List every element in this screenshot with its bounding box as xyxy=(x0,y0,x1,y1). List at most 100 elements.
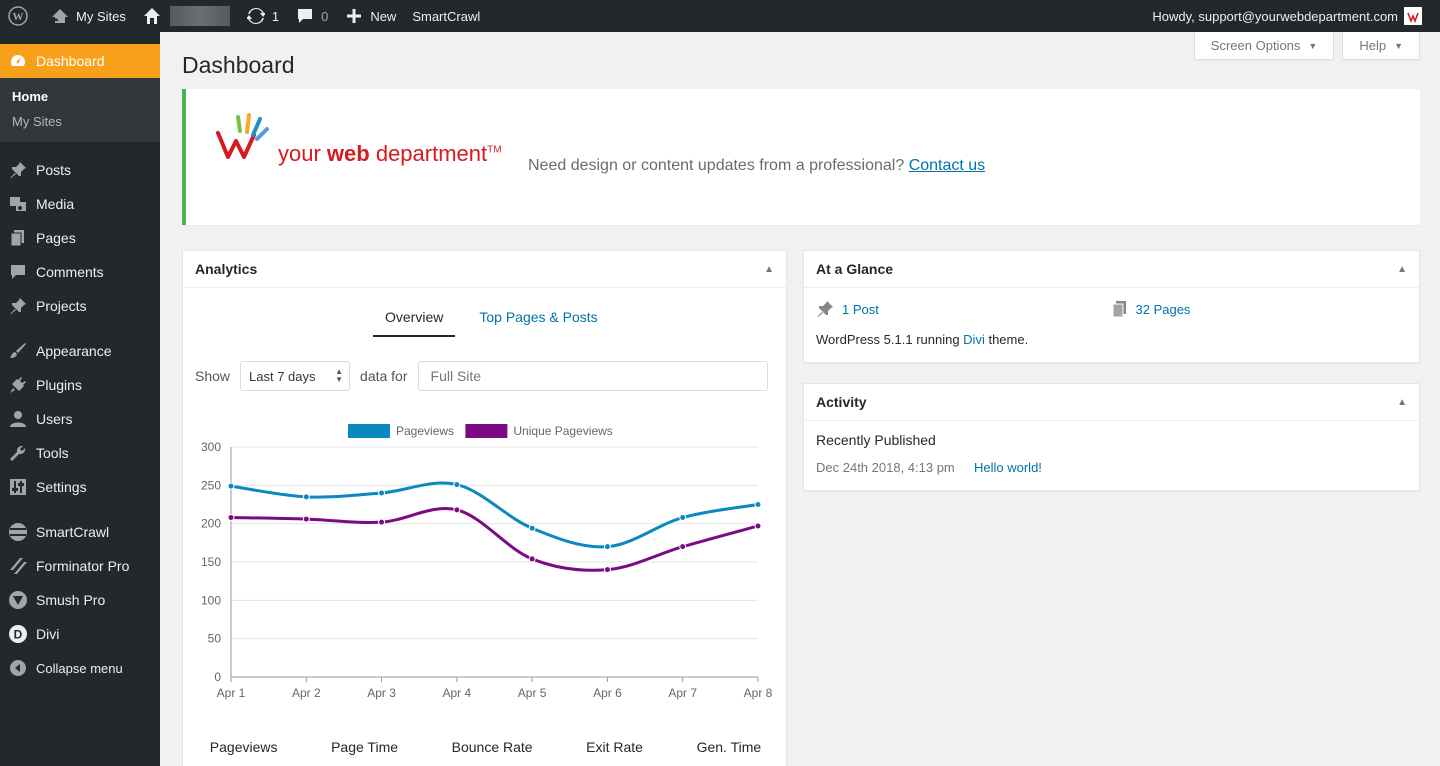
comments-button[interactable]: 0 xyxy=(287,0,336,32)
sidebar-item-smartcrawl[interactable]: SmartCrawl xyxy=(0,515,160,549)
y-tick-label: 150 xyxy=(201,555,221,569)
my-sites-menu[interactable]: My Sites xyxy=(42,0,134,32)
sidebar-item-label: SmartCrawl xyxy=(36,524,110,540)
metric-page-time[interactable]: Page Time xyxy=(331,739,399,755)
smartcrawl-adminbar-link[interactable]: SmartCrawl xyxy=(404,0,488,32)
site-filter-input[interactable]: Full Site xyxy=(417,361,768,391)
x-tick-label: Apr 7 xyxy=(668,686,697,700)
sidebar-item-divi[interactable]: D Divi xyxy=(0,617,160,651)
account-menu[interactable]: Howdy, support@yourwebdepartment.com xyxy=(1144,0,1430,32)
post-link[interactable]: Hello world! xyxy=(974,460,1042,475)
posts-count-link[interactable]: 1 Post xyxy=(842,301,879,317)
dashboard-icon xyxy=(8,51,28,71)
pin-icon xyxy=(8,296,28,316)
sidebar-item-plugins[interactable]: Plugins xyxy=(0,368,160,402)
submenu-item-home[interactable]: Home xyxy=(12,89,49,104)
site-filter-placeholder: Full Site xyxy=(430,368,482,384)
sidebar-item-label: Pages xyxy=(36,230,76,246)
recently-published-heading: Recently Published xyxy=(816,432,936,448)
data-point xyxy=(679,514,687,522)
collapse-arrow-icon[interactable]: ▲ xyxy=(1397,396,1407,408)
analytics-filter: Show Last 7 days ▲ ▼ data for Full Site xyxy=(195,361,768,391)
updates-button[interactable]: 1 xyxy=(238,0,287,32)
logo-text-prefix: your xyxy=(278,141,327,166)
collapse-arrow-icon[interactable]: ▲ xyxy=(1397,263,1407,275)
sidebar-item-smush-pro[interactable]: Smush Pro xyxy=(0,583,160,617)
widget-header[interactable]: At a Glance ▲ xyxy=(804,251,1419,288)
logo-text-suffix: department xyxy=(369,141,488,166)
series-line xyxy=(230,481,759,549)
widget-header[interactable]: Activity ▲ xyxy=(804,384,1419,421)
sidebar-item-label: Tools xyxy=(36,445,69,461)
glance-pages: 32 Pages xyxy=(1112,300,1408,318)
x-tick-label: Apr 3 xyxy=(367,686,396,700)
new-label: New xyxy=(370,8,397,24)
menu-separator xyxy=(0,142,160,153)
admin-sidebar: Dashboard Home My Sites Posts Media Page… xyxy=(0,32,160,766)
tab-top-pages-posts[interactable]: Top Pages & Posts xyxy=(479,309,598,325)
metric-bounce-rate[interactable]: Bounce Rate xyxy=(451,739,533,755)
sidebar-item-posts[interactable]: Posts xyxy=(0,153,160,187)
site-name-menu[interactable] xyxy=(134,0,238,32)
x-tick-label: Apr 8 xyxy=(744,686,773,700)
collapse-menu-button[interactable]: Collapse menu xyxy=(0,651,160,685)
metric-pageviews[interactable]: Pageviews xyxy=(209,739,278,755)
logo-text: your web departmentTM xyxy=(278,141,502,167)
date-range-select[interactable]: Last 7 days ▲ ▼ xyxy=(240,361,351,391)
sidebar-item-pages[interactable]: Pages xyxy=(0,221,160,255)
sidebar-item-label: Settings xyxy=(36,479,87,495)
plug-icon xyxy=(8,375,28,395)
screen-meta-links: Screen Options ▼ Help ▼ xyxy=(1193,32,1420,60)
y-tick-label: 100 xyxy=(201,593,221,607)
sidebar-item-users[interactable]: Users xyxy=(0,402,160,436)
main-content: Screen Options ▼ Help ▼ Dashboard your w… xyxy=(160,32,1440,766)
y-tick-label: 300 xyxy=(201,440,221,454)
sidebar-item-label: Dashboard xyxy=(36,53,105,69)
media-icon xyxy=(8,194,28,214)
x-tick-label: Apr 5 xyxy=(518,686,547,700)
data-point xyxy=(754,501,762,508)
wordpress-version-line: WordPress 5.1.1 running Divi theme. xyxy=(804,318,1419,347)
pages-count-link[interactable]: 32 Pages xyxy=(1135,301,1191,317)
sidebar-item-label: Comments xyxy=(36,264,104,280)
submenu-item-my-sites[interactable]: My Sites xyxy=(12,114,62,129)
collapse-arrow-icon[interactable]: ▲ xyxy=(764,263,774,275)
sidebar-item-comments[interactable]: Comments xyxy=(0,255,160,289)
data-point xyxy=(378,489,386,497)
new-content-button[interactable]: New xyxy=(336,0,404,32)
data-point xyxy=(754,522,762,530)
sidebar-item-label: Collapse menu xyxy=(36,660,123,676)
trademark: TM xyxy=(487,144,502,156)
avatar xyxy=(1404,7,1422,25)
sidebar-item-dashboard[interactable]: Dashboard xyxy=(0,44,160,78)
widget-title: Analytics xyxy=(195,261,258,277)
widget-header[interactable]: Analytics ▲ xyxy=(183,251,786,288)
tab-overview[interactable]: Overview xyxy=(373,309,456,337)
date-range-value: Last 7 days xyxy=(249,368,316,384)
smartcrawl-icon xyxy=(8,522,28,542)
metric-exit-rate[interactable]: Exit Rate xyxy=(586,739,643,755)
logo-mark xyxy=(216,113,269,159)
banner-message-text: Need design or content updates from a pr… xyxy=(528,157,905,174)
sidebar-item-appearance[interactable]: Appearance xyxy=(0,334,160,368)
at-a-glance-widget: At a Glance ▲ 1 Post 32 Pages WordPress … xyxy=(803,250,1420,363)
sidebar-item-settings[interactable]: Settings xyxy=(0,470,160,504)
sidebar-item-forminator-pro[interactable]: Forminator Pro xyxy=(0,549,160,583)
pin-icon xyxy=(8,160,28,180)
theme-link[interactable]: Divi xyxy=(963,332,985,347)
y-tick-label: 50 xyxy=(208,632,222,646)
wordpress-logo-button[interactable]: W xyxy=(0,0,42,32)
sidebar-item-projects[interactable]: Projects xyxy=(0,289,160,323)
screen-options-button[interactable]: Screen Options ▼ xyxy=(1193,32,1335,60)
sidebar-item-tools[interactable]: Tools xyxy=(0,436,160,470)
pages-icon xyxy=(1112,301,1126,318)
help-button[interactable]: Help ▼ xyxy=(1342,32,1420,60)
data-point xyxy=(603,543,611,551)
howdy-text: Howdy, support@yourwebdepartment.com xyxy=(1152,8,1398,24)
metric-gen-time[interactable]: Gen. Time xyxy=(696,739,762,755)
contact-us-link[interactable]: Contact us xyxy=(908,157,986,174)
sidebar-item-label: Plugins xyxy=(36,377,82,393)
metric-tabs: Pageviews Page Time Bounce Rate Exit Rat… xyxy=(183,739,788,755)
admin-bar: W My Sites 1 0 New SmartCrawl Ho xyxy=(0,0,1440,32)
sidebar-item-media[interactable]: Media xyxy=(0,187,160,221)
